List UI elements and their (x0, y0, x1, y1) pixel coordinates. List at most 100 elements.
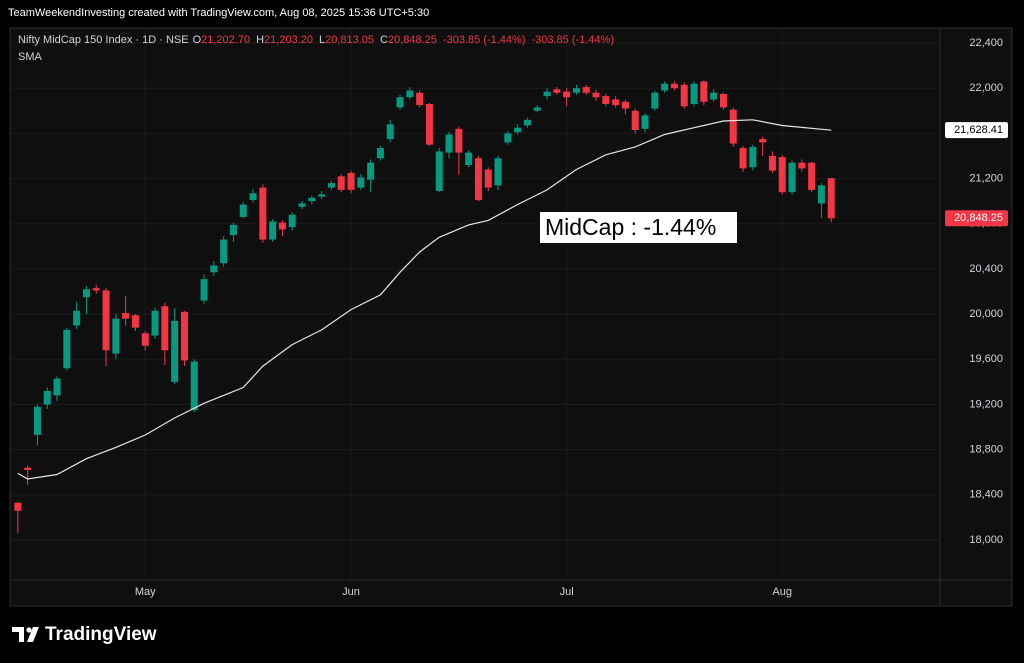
credit: TeamWeekendInvesting created with Tradin… (8, 7, 429, 19)
candle-body (327, 183, 335, 188)
symbol-legend: Nifty MidCap 150 Index · 1D · NSE O21,202… (18, 34, 614, 46)
candle-body (435, 151, 443, 191)
candle-body (533, 107, 541, 111)
candle-body (220, 239, 228, 264)
annotation-box: MidCap : -1.44% (540, 212, 737, 243)
sma-legend: SMA (18, 51, 43, 63)
candle-body (474, 158, 482, 201)
candle-body (543, 91, 551, 97)
ohlc-value: 21,202.70 (201, 34, 250, 46)
candle-body (759, 139, 767, 143)
y-tick-label: 20,400 (969, 263, 1003, 275)
candle-body (63, 329, 71, 369)
candle-body (347, 172, 355, 190)
candle-body (719, 93, 727, 108)
candle-body (53, 378, 61, 396)
candle-body (269, 221, 277, 240)
candle-body (141, 333, 149, 346)
candle-body (798, 162, 806, 169)
logo-mark (27, 627, 39, 642)
candle-body (386, 124, 394, 140)
candle-body (808, 162, 816, 190)
candle-body (318, 194, 326, 197)
candle-body (210, 265, 218, 273)
x-tick-label: Jun (342, 586, 360, 598)
x-tick-label: May (135, 586, 156, 598)
candle-body (337, 176, 345, 190)
candle-body (749, 146, 757, 168)
candle-body (367, 162, 375, 180)
candle-body (572, 88, 580, 93)
candle-body (817, 185, 825, 204)
logo-dot (26, 627, 32, 633)
ohlc-value: 20,813.05 (325, 34, 374, 46)
candle-body (641, 115, 649, 129)
candle-body (602, 96, 610, 105)
candle-body (710, 92, 718, 100)
candle-body (523, 119, 531, 126)
candle-body (14, 502, 22, 511)
annotation-bg (540, 212, 737, 243)
candle-body (151, 310, 159, 336)
candle-body (661, 83, 669, 91)
candle-body (621, 101, 629, 109)
candle-body (82, 289, 90, 298)
candle-body (73, 310, 81, 326)
candle-body (729, 109, 737, 144)
candle-body (278, 222, 286, 230)
candle-body (131, 315, 139, 328)
candle-body (406, 90, 414, 98)
candle-body (180, 311, 188, 361)
candle-body (592, 92, 600, 98)
candle-body (553, 89, 561, 93)
price-label: 21,628.41 (954, 124, 1003, 136)
price-label-bg (945, 210, 1008, 227)
candle-body (288, 214, 296, 228)
candle-body (514, 127, 522, 133)
candle-body (827, 178, 835, 219)
candle-body (298, 203, 306, 207)
grid: 18,000 18,400 18,800 19,200 19,600 20,000 20,4… (10, 28, 1003, 598)
y-tick-label: 22,000 (969, 82, 1003, 94)
candle-body (612, 99, 620, 106)
candle-body (768, 155, 776, 171)
candle-body (494, 158, 502, 186)
symbol: Nifty MidCap 150 Index · 1D · NSE (18, 34, 189, 46)
candle-body (455, 128, 463, 153)
ohlc-key: C (380, 34, 388, 46)
y-tick-label: 18,400 (969, 489, 1003, 501)
price-label: 20,848.25 (954, 212, 1003, 224)
change: -303.85 (-1.44%) (531, 34, 614, 46)
ohlc-key: L (319, 34, 325, 46)
ohlc-key: O (193, 34, 202, 46)
candle-body (680, 84, 688, 107)
candle-body (229, 224, 237, 236)
candle-body (122, 312, 130, 319)
candle-body (670, 83, 678, 89)
candle-body (396, 97, 404, 108)
y-tick-label: 18,800 (969, 444, 1003, 456)
y-tick-label: 19,600 (969, 353, 1003, 365)
sma-line (17, 119, 832, 480)
y-tick-label: 18,000 (969, 534, 1003, 546)
candle-body (92, 288, 100, 291)
price-label-bg (945, 122, 1008, 139)
y-tick-label: 20,000 (969, 308, 1003, 320)
candle-body (690, 83, 698, 105)
candle-body (445, 134, 453, 153)
y-tick-label: 19,200 (969, 398, 1003, 410)
candle-body (563, 91, 571, 98)
candle-body (425, 104, 433, 145)
candle-body (249, 193, 257, 201)
candle-body (357, 177, 365, 188)
candle-body (259, 187, 267, 240)
brand: TradingView (45, 624, 157, 645)
candle-body (788, 162, 796, 193)
ohlc-value: 20,848.25 (388, 34, 437, 46)
x-tick-label: Aug (772, 586, 792, 598)
change: -303.85 (-1.44%) (443, 34, 526, 46)
candle-body (33, 406, 41, 435)
candle-body (190, 361, 198, 411)
candle-body (416, 92, 424, 106)
candle-body (239, 204, 247, 217)
